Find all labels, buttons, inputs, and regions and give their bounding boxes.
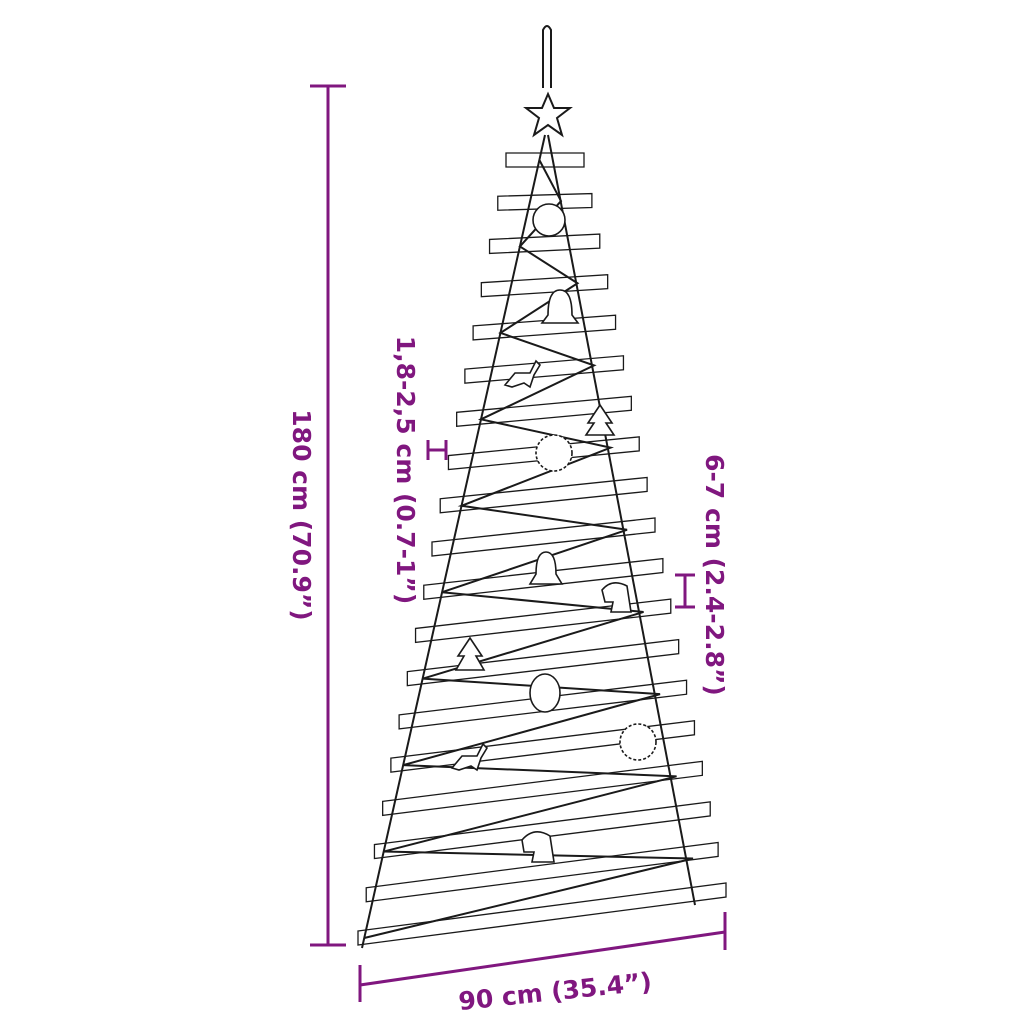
left-rail <box>361 134 546 949</box>
ladder-rung <box>505 152 585 168</box>
ladder-rung <box>439 476 648 514</box>
tree-icon <box>454 636 486 671</box>
ladder-rung <box>357 882 727 946</box>
dimension-lines <box>310 84 727 1002</box>
bell-icon <box>540 289 580 324</box>
hanging-loop <box>542 25 552 88</box>
snowflake-icon <box>535 434 573 472</box>
ladder-rung <box>464 355 625 384</box>
unicorn-icon <box>521 831 555 863</box>
unicorn-icon <box>601 582 632 613</box>
ladder-rung <box>488 233 601 255</box>
reindeer-icon <box>450 742 489 772</box>
rod-diameter-label: 1,8-2,5 cm (0.7-1”) <box>391 336 420 605</box>
light-string <box>361 134 696 949</box>
rod-spacing-label: 6-7 cm (2.4-2.8”) <box>700 454 729 696</box>
height-label: 180 cm (70.9”) <box>287 409 316 620</box>
snowflake-icon <box>619 723 657 761</box>
ladder-rung <box>431 517 656 557</box>
ladder-rung <box>406 638 680 687</box>
bauble-icon <box>532 203 566 237</box>
ladder-rung <box>382 760 703 817</box>
reindeer-icon <box>503 359 542 389</box>
width-dimension-line <box>359 930 726 987</box>
ladder-rung <box>480 273 609 298</box>
ladder-rung <box>456 395 632 428</box>
ladder-rung <box>414 598 672 644</box>
ornaments <box>450 203 657 863</box>
ladder-rung <box>373 801 711 860</box>
bell-icon <box>528 551 564 585</box>
star-icon <box>523 91 573 138</box>
zigzag-lights <box>364 159 694 939</box>
width-label: 90 cm (35.4”) <box>457 967 653 1016</box>
bauble-icon <box>529 673 561 713</box>
tree-icon <box>584 403 616 436</box>
ladder-rung <box>497 192 593 211</box>
